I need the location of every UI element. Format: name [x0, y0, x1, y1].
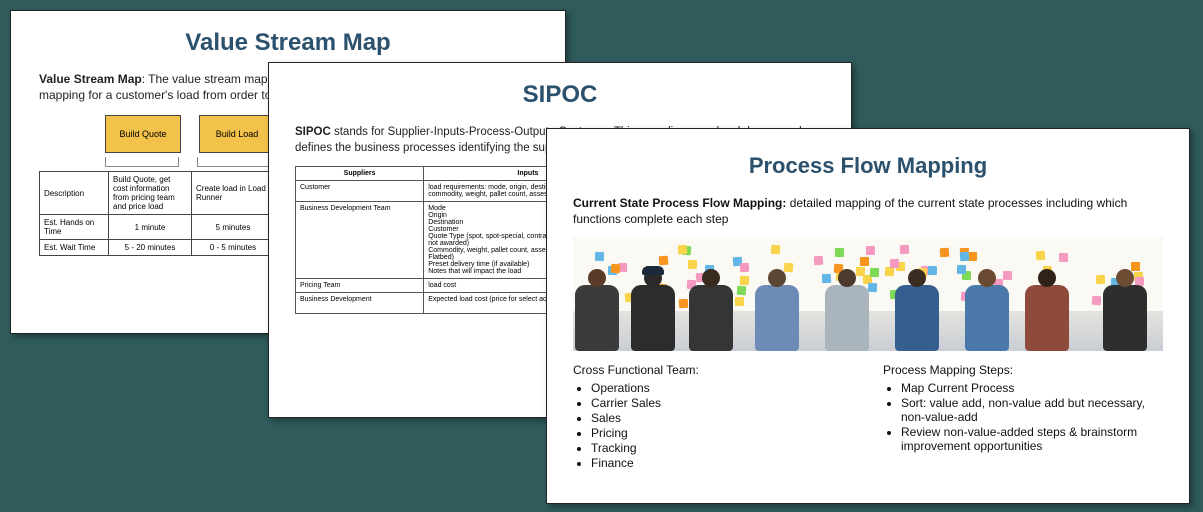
vsm-desc-bold: Value Stream Map: [39, 72, 142, 86]
person-silhouette: [575, 269, 619, 351]
sipoc-sup: Customer: [296, 181, 424, 202]
vsm-cell: Build Quote, get cost information from p…: [109, 172, 192, 215]
person-silhouette: [825, 269, 869, 351]
list-item: Map Current Process: [901, 381, 1163, 395]
sipoc-sup: Pricing Team: [296, 279, 424, 293]
pfm-col2-list: Map Current Process Sort: value add, non…: [883, 381, 1163, 453]
person-silhouette: [689, 269, 733, 351]
sticky-note-icon: [771, 245, 780, 254]
pfm-desc-bold: Current State Process Flow Mapping:: [573, 196, 786, 210]
vsm-rowhdr-wait: Est. Wait Time: [40, 240, 109, 256]
pfm-col-team: Cross Functional Team: Operations Carrie…: [573, 363, 853, 471]
vsm-cell: 1 minute: [109, 215, 192, 240]
pfm-col-steps: Process Mapping Steps: Map Current Proce…: [883, 363, 1163, 471]
sticky-note-icon: [960, 252, 970, 262]
vsm-rowhdr-hands-on: Est. Hands on Time: [40, 215, 109, 240]
pfm-title: Process Flow Mapping: [573, 153, 1163, 179]
sticky-note-icon: [900, 245, 909, 254]
list-item: Sort: value add, non-value add but neces…: [901, 396, 1163, 424]
pfm-workshop-photo: [573, 237, 1163, 351]
sticky-note-icon: [835, 248, 844, 257]
sticky-note-icon: [678, 245, 688, 255]
slide-process-flow-mapping: Process Flow Mapping Current State Proce…: [546, 128, 1190, 504]
vsm-box-build-quote: Build Quote: [105, 115, 181, 153]
pfm-description: Current State Process Flow Mapping: deta…: [573, 195, 1163, 227]
sticky-note-icon: [814, 256, 824, 266]
pfm-col1-header: Cross Functional Team:: [573, 363, 853, 377]
person-silhouette: [895, 269, 939, 351]
sticky-note-icon: [679, 298, 688, 307]
sticky-note-icon: [870, 268, 879, 277]
sticky-note-icon: [740, 263, 750, 273]
vsm-rail: [197, 157, 271, 167]
sipoc-desc-bold: SIPOC: [295, 126, 331, 138]
person-silhouette: [631, 269, 675, 351]
list-item: Review non-value-added steps & brainstor…: [901, 425, 1163, 453]
sticky-note-icon: [1036, 251, 1046, 261]
list-item: Operations: [591, 381, 853, 395]
sticky-note-icon: [968, 252, 977, 261]
person-silhouette: [965, 269, 1009, 351]
list-item: Pricing: [591, 426, 853, 440]
sticky-note-icon: [866, 246, 875, 255]
sipoc-title: SIPOC: [295, 81, 825, 109]
vsm-cell: 5 minutes: [192, 215, 275, 240]
sticky-note-icon: [1059, 253, 1068, 262]
vsm-cell: 5 - 20 minutes: [109, 240, 192, 256]
person-silhouette: [1103, 269, 1147, 351]
sticky-note-icon: [595, 252, 604, 261]
vsm-cell: Create load in Load Runner: [192, 172, 275, 215]
sticky-note-icon: [860, 257, 869, 266]
list-item: Carrier Sales: [591, 396, 853, 410]
sticky-note-icon: [890, 259, 899, 268]
sticky-note-icon: [940, 248, 950, 258]
vsm-rail: [105, 157, 179, 167]
sipoc-sup: Business Development Team: [296, 202, 424, 279]
pfm-col1-list: Operations Carrier Sales Sales Pricing T…: [573, 381, 853, 470]
list-item: Sales: [591, 411, 853, 425]
vsm-box-build-load: Build Load: [199, 115, 275, 153]
list-item: Finance: [591, 456, 853, 470]
sticky-note-icon: [740, 276, 749, 285]
person-silhouette: [1025, 269, 1069, 351]
list-item: Tracking: [591, 441, 853, 455]
sipoc-sup: Business Development: [296, 293, 424, 314]
pfm-col2-header: Process Mapping Steps:: [883, 363, 1163, 377]
sipoc-th-suppliers: Suppliers: [296, 167, 424, 181]
sticky-note-icon: [736, 286, 746, 296]
sticky-note-icon: [1091, 296, 1101, 306]
vsm-title: Value Stream Map: [39, 29, 537, 57]
person-silhouette: [755, 269, 799, 351]
sticky-note-icon: [688, 260, 697, 269]
pfm-columns: Cross Functional Team: Operations Carrie…: [573, 363, 1163, 471]
vsm-rowhdr-description: Description: [40, 172, 109, 215]
vsm-cell: 0 - 5 minutes: [192, 240, 275, 256]
sticky-note-icon: [735, 297, 744, 306]
sticky-note-icon: [659, 256, 669, 266]
